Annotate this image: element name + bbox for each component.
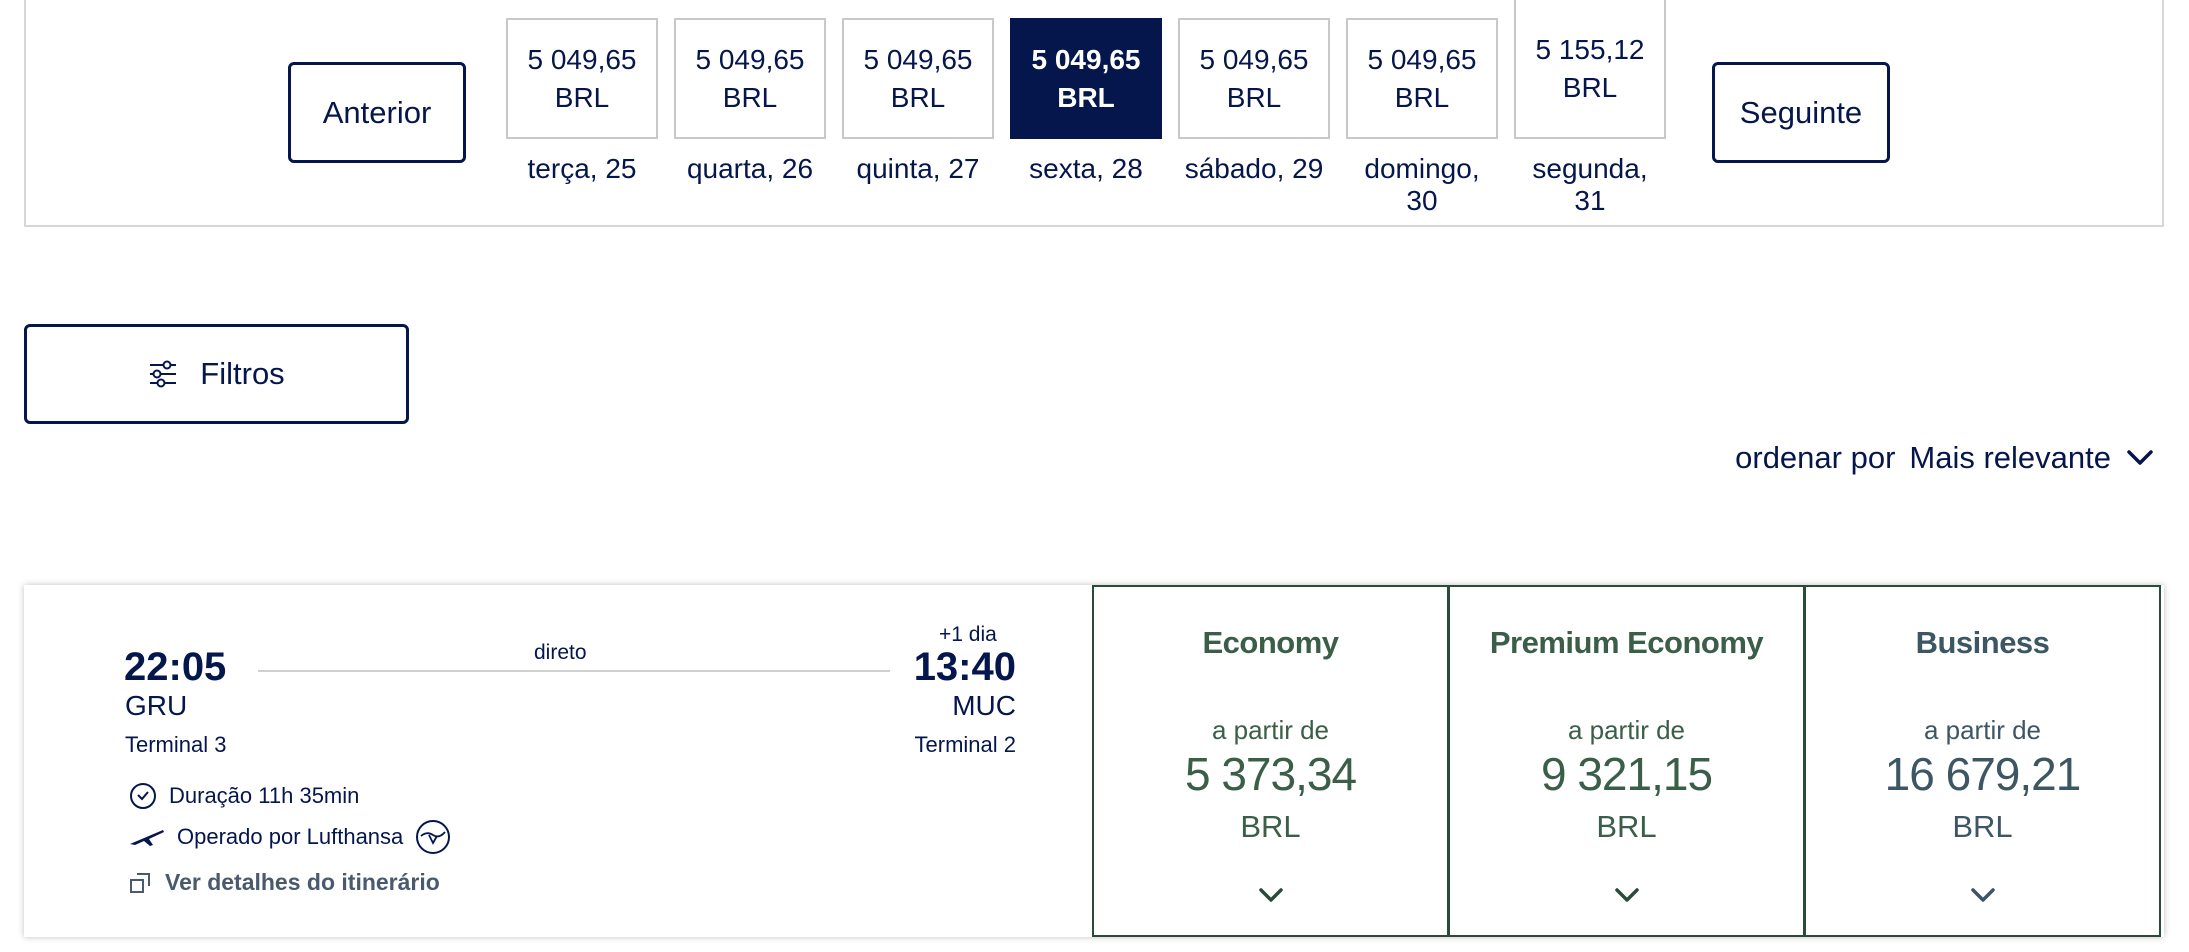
fare-premium-economy[interactable]: Premium Economy a partir de 9 321,15 BRL xyxy=(1448,585,1805,937)
duration-text: Duração 11h 35min xyxy=(169,783,360,808)
fare-price: 5 373,34 xyxy=(1184,748,1357,800)
date-label-line1: segunda, xyxy=(1532,153,1648,184)
itinerary-details-link[interactable]: Ver detalhes do itinerário xyxy=(129,869,440,896)
date-label: sábado, 29 xyxy=(1184,153,1324,184)
date-price: 5 049,65 xyxy=(863,43,973,75)
fare-cabin: Premium Economy xyxy=(1489,625,1764,660)
fare-cabin: Economy xyxy=(1202,625,1339,660)
date-currency: BRL xyxy=(890,81,946,113)
clock-icon xyxy=(130,783,156,809)
external-window-icon xyxy=(130,872,150,893)
date-currency: BRL xyxy=(1394,81,1450,113)
date-currency: BRL xyxy=(722,81,778,113)
date-price-box[interactable]: 5 049,65 BRL xyxy=(674,18,826,139)
operator-row: Operado por Lufthansa xyxy=(129,819,451,855)
lufthansa-logo-icon xyxy=(416,820,451,854)
date-label: quinta, 27 xyxy=(856,153,980,184)
chevron-down-icon xyxy=(1258,888,1283,902)
date-price-box[interactable]: 5 155,12 BRL xyxy=(1514,0,1666,139)
date-option-thu-27[interactable]: 5 049,65 BRL quinta, 27 xyxy=(842,0,994,185)
fare-currency: BRL xyxy=(1240,809,1301,844)
date-option-sun-30[interactable]: 5 049,65 BRL domingo, 30 xyxy=(1346,0,1498,217)
chevron-down-icon xyxy=(1614,888,1639,902)
date-label: sexta, 28 xyxy=(1029,153,1143,184)
date-option-fri-28-selected[interactable]: 5 049,65 BRL sexta, 28 xyxy=(1010,0,1162,185)
previous-dates-button[interactable]: Anterior xyxy=(288,62,466,163)
date-label-line2: 31 xyxy=(1574,185,1606,216)
date-price-box[interactable]: 5 049,65 BRL xyxy=(1178,18,1330,139)
date-label: terça, 25 xyxy=(527,153,637,184)
date-currency: BRL xyxy=(1562,71,1618,103)
date-price-box[interactable]: 5 049,65 BRL xyxy=(842,18,994,139)
date-option-tue-25[interactable]: 5 049,65 BRL terça, 25 xyxy=(506,0,658,185)
date-price: 5 049,65 xyxy=(1199,43,1309,75)
sort-dropdown[interactable]: ordenar por Mais relevante xyxy=(1735,440,2155,476)
date-option-mon-31[interactable]: 5 155,12 BRL segunda, 31 xyxy=(1514,0,1666,217)
date-currency: BRL xyxy=(554,81,610,113)
sort-prefix: ordenar por xyxy=(1735,440,1896,475)
fare-from-label: a partir de xyxy=(1923,715,2042,745)
departure-airport: GRU xyxy=(125,690,188,721)
departure-terminal: Terminal 3 xyxy=(125,732,227,757)
chevron-down-icon xyxy=(1970,888,1995,902)
fare-price: 16 679,21 xyxy=(1884,748,2082,800)
sort-value: Mais relevante xyxy=(1909,440,2111,475)
route-line xyxy=(258,670,890,672)
fare-economy[interactable]: Economy a partir de 5 373,34 BRL xyxy=(1092,585,1449,937)
fare-expand[interactable] xyxy=(1806,887,2159,905)
fare-price: 9 321,15 xyxy=(1540,748,1713,800)
date-label: domingo, 30 xyxy=(1364,153,1480,216)
fare-business[interactable]: Business a partir de 16 679,21 BRL xyxy=(1804,585,2161,937)
duration-row: Duração 11h 35min xyxy=(129,782,359,810)
filters-button[interactable]: Filtros xyxy=(24,324,409,424)
fare-from-label: a partir de xyxy=(1211,715,1330,745)
date-price-box[interactable]: 5 049,65 BRL xyxy=(506,18,658,139)
date-label: segunda, 31 xyxy=(1514,153,1666,217)
itinerary-details-text: Ver detalhes do itinerário xyxy=(165,869,440,895)
next-dates-button[interactable]: Seguinte xyxy=(1712,62,1890,163)
fare-currency: BRL xyxy=(1596,809,1657,844)
date-price-box-selected[interactable]: 5 049,65 BRL xyxy=(1010,18,1162,139)
fare-expand[interactable] xyxy=(1094,887,1447,905)
stops-label: direto xyxy=(534,641,587,664)
arrival-airport: MUC xyxy=(952,690,1016,721)
date-carousel: Anterior 5 049,65 BRL terça, 25 5 049,65… xyxy=(24,0,2164,227)
date-price: 5 155,12 xyxy=(1535,33,1645,65)
fare-currency: BRL xyxy=(1952,809,2013,844)
fare-cabin: Business xyxy=(1915,625,2050,660)
date-currency: BRL xyxy=(1057,81,1115,113)
date-price: 5 049,65 xyxy=(1367,43,1477,75)
operator-text: Operado por Lufthansa xyxy=(177,824,404,849)
date-option-wed-26[interactable]: 5 049,65 BRL quarta, 26 xyxy=(674,0,826,185)
fare-expand[interactable] xyxy=(1450,887,1803,905)
date-option-sat-29[interactable]: 5 049,65 BRL sábado, 29 xyxy=(1178,0,1330,185)
date-price-box[interactable]: 5 049,65 BRL xyxy=(1346,18,1498,139)
departure-time: 22:05 xyxy=(124,645,227,689)
airplane-icon xyxy=(130,830,164,846)
chevron-down-icon xyxy=(2127,450,2153,465)
arrival-terminal: Terminal 2 xyxy=(914,732,1016,757)
flight-result-card: 22:05 GRU Terminal 3 direto +1 dia 13:40… xyxy=(24,585,2164,937)
date-price: 5 049,65 xyxy=(695,43,805,75)
date-price: 5 049,65 xyxy=(1031,43,1141,75)
date-currency: BRL xyxy=(1226,81,1282,113)
date-price: 5 049,65 xyxy=(527,43,637,75)
day-offset: +1 dia xyxy=(939,623,997,646)
filters-label: Filtros xyxy=(200,356,285,391)
sliders-icon xyxy=(150,360,177,388)
date-label: quarta, 26 xyxy=(686,153,814,184)
arrival-time: 13:40 xyxy=(913,645,1016,689)
fare-from-label: a partir de xyxy=(1567,715,1686,745)
